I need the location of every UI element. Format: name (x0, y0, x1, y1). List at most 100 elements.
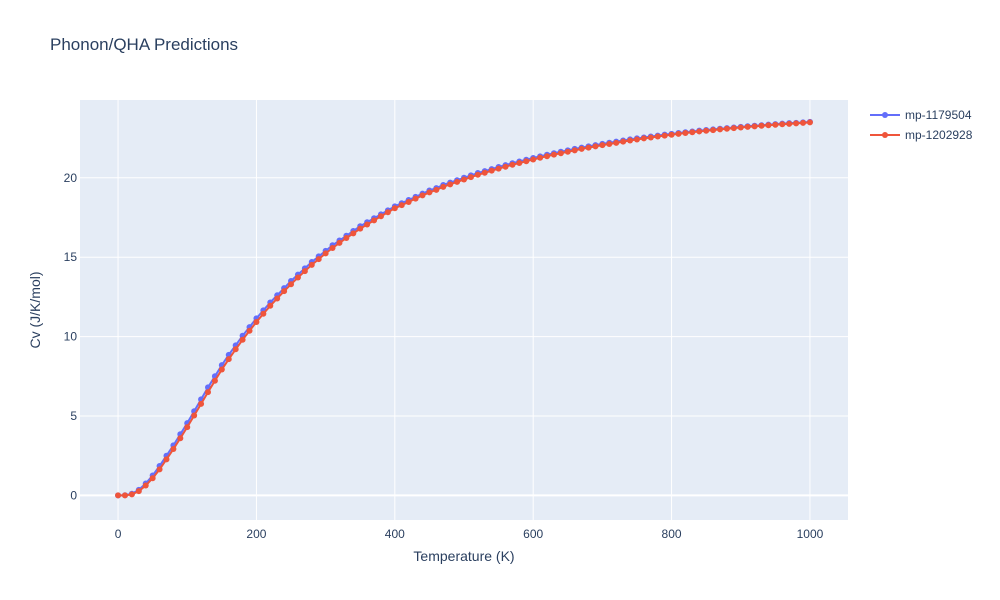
data-point (260, 310, 267, 317)
data-point (675, 130, 682, 137)
y-axis-ticks: 0 5 10 15 20 (64, 171, 78, 503)
x-tick-label: 1000 (797, 527, 824, 541)
data-point (765, 122, 772, 129)
y-tick-label: 0 (70, 488, 77, 502)
data-point (163, 456, 170, 463)
data-point (371, 217, 378, 224)
data-point (440, 183, 447, 190)
data-point (315, 256, 322, 263)
y-tick-label: 5 (70, 409, 77, 423)
data-point (620, 138, 627, 145)
data-point (723, 125, 730, 132)
data-point (599, 142, 606, 149)
data-point (751, 123, 758, 130)
data-point (121, 492, 128, 499)
x-tick-label: 200 (246, 527, 266, 541)
series-layer (115, 118, 813, 499)
data-point (232, 346, 239, 353)
x-axis-ticks: 0 200 400 600 800 1000 (115, 527, 824, 541)
legend-item[interactable]: mp-1202928 (870, 128, 973, 142)
x-tick-label: 800 (662, 527, 682, 541)
data-point (205, 389, 211, 396)
data-point (184, 424, 191, 431)
data-point (557, 150, 564, 157)
data-point (191, 412, 198, 419)
data-point (447, 181, 454, 188)
data-point (391, 205, 398, 212)
data-point (177, 435, 184, 442)
data-point (350, 230, 357, 237)
data-point (301, 268, 308, 275)
data-point (786, 120, 793, 127)
data-point (488, 167, 495, 174)
data-point (156, 466, 163, 473)
x-axis-title: Temperature (K) (413, 548, 514, 564)
data-point (509, 161, 516, 168)
legend-label: mp-1202928 (905, 128, 973, 142)
data-point (398, 202, 405, 209)
data-point (322, 250, 329, 257)
data-point (426, 189, 433, 196)
data-point (384, 209, 391, 216)
data-point (405, 198, 412, 205)
data-point (606, 140, 613, 147)
data-point (661, 132, 668, 139)
data-point (329, 244, 336, 251)
data-point (779, 121, 786, 128)
data-point (461, 176, 467, 183)
data-point (592, 143, 599, 150)
data-point (744, 123, 751, 130)
data-point (357, 225, 364, 232)
data-point (523, 158, 530, 165)
data-point (537, 154, 544, 161)
x-tick-label: 600 (523, 527, 543, 541)
data-point (495, 165, 502, 172)
data-point (703, 127, 710, 134)
data-point (502, 163, 509, 170)
data-point (211, 377, 218, 384)
legend-marker (882, 112, 888, 118)
y-tick-label: 10 (64, 330, 78, 344)
data-point (689, 129, 696, 136)
data-point (225, 356, 232, 363)
x-tick-label: 400 (385, 527, 405, 541)
data-point (364, 221, 371, 228)
data-point (668, 131, 675, 138)
legend-item[interactable]: mp-1179504 (870, 108, 972, 122)
plot-area (80, 100, 848, 520)
data-point (467, 174, 474, 181)
data-point (682, 130, 689, 137)
series-mp-1202928 (115, 119, 813, 499)
data-point (516, 160, 523, 167)
data-point (239, 336, 246, 343)
data-point (433, 186, 440, 193)
data-point (564, 148, 571, 155)
data-point (800, 119, 807, 126)
legend-marker (882, 132, 888, 138)
data-point (717, 126, 723, 133)
data-point (627, 137, 634, 144)
data-point (412, 195, 419, 202)
data-point (142, 482, 149, 489)
data-point (115, 492, 122, 499)
data-point (128, 491, 135, 498)
data-point (149, 475, 156, 482)
data-point (343, 234, 350, 241)
data-point (274, 295, 281, 302)
data-point (170, 446, 177, 453)
data-point (571, 147, 578, 154)
data-point (758, 122, 765, 129)
data-point (730, 125, 737, 132)
data-point (640, 135, 647, 142)
data-point (633, 136, 640, 143)
data-point (550, 151, 557, 158)
data-point (544, 153, 551, 160)
data-point (613, 139, 620, 146)
data-point (806, 119, 813, 126)
data-point (481, 169, 488, 176)
data-point (737, 124, 744, 131)
data-point (135, 488, 142, 495)
data-point (336, 239, 343, 246)
data-point (246, 327, 253, 334)
